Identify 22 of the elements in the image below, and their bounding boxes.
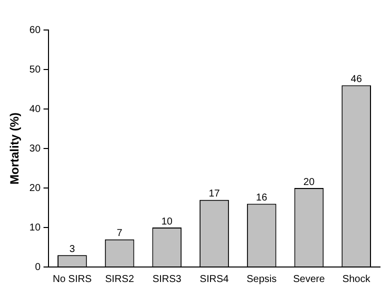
data-label: 7 — [116, 228, 123, 240]
x-tick-label: Shock — [342, 274, 372, 285]
y-tick-label: 60 — [29, 24, 41, 36]
y-tick-label: 20 — [29, 182, 41, 194]
x-tick-label: Severe — [293, 274, 326, 285]
y-tick-label: 40 — [29, 104, 41, 115]
data-label: 10 — [161, 216, 173, 228]
y-tick-label: 30 — [29, 143, 41, 154]
x-tick-label: SIRS4 — [200, 274, 230, 285]
y-tick-label: 0 — [34, 262, 41, 273]
data-label: 3 — [69, 244, 76, 255]
y-axis-title: Mortality (%) — [8, 112, 22, 184]
data-label: 16 — [256, 192, 268, 204]
x-tick-label: No SIRS — [52, 274, 92, 285]
x-tick-label: SIRS3 — [152, 274, 182, 285]
x-tick-label: Sepsis — [246, 274, 277, 285]
x-tick-label: SIRS2 — [105, 274, 134, 285]
y-tick-label: 10 — [29, 222, 41, 234]
data-label: 20 — [303, 176, 315, 188]
data-label: 46 — [350, 74, 362, 86]
y-tick-label: 50 — [29, 64, 41, 76]
data-label: 17 — [208, 188, 220, 200]
